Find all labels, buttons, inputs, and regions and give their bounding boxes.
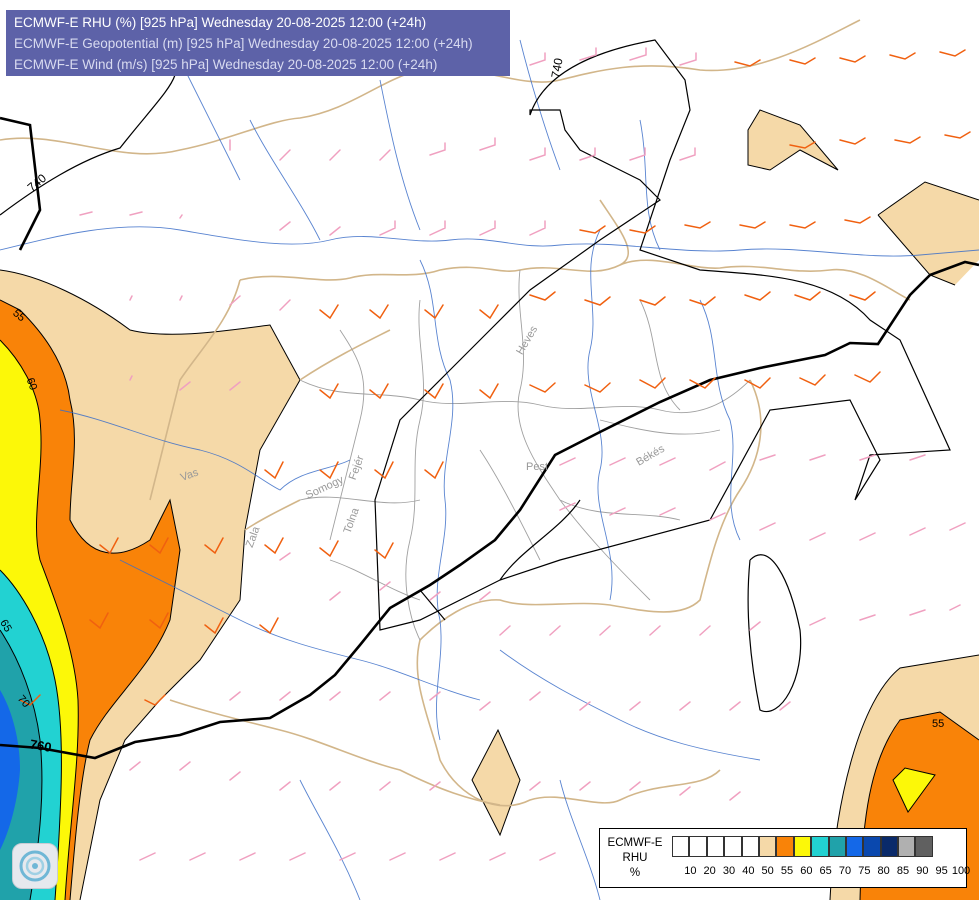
geopotential-title: ECMWF-E Geopotential (m) [925 hPa] Wedne…	[14, 36, 473, 51]
rh-legend: ECMWF-E RHU % 10 20 30 40 50 55 60 65 70 75 80 85 90…	[599, 828, 970, 888]
legend-swatch	[706, 836, 725, 857]
legend-tick-label: 50	[761, 865, 774, 877]
rh-65-area-se	[893, 768, 935, 812]
rh-label-65-left: 65	[0, 618, 14, 635]
legend-swatch	[672, 836, 690, 857]
legend-swatch	[741, 836, 759, 857]
legend-swatch	[776, 836, 794, 857]
rh-label-55-right: 55	[932, 718, 944, 730]
legend-swatch	[793, 836, 812, 857]
legend-tick-label: 30	[722, 865, 736, 877]
legend-color-scale	[672, 836, 933, 857]
geo-label-740-top: 740	[548, 57, 565, 79]
place-label-pest: Pest	[526, 461, 548, 473]
legend-swatch	[689, 836, 707, 857]
legend-swatch	[915, 836, 933, 857]
logo-graphic	[19, 850, 51, 882]
rh-fill-layer	[0, 110, 979, 900]
rh-label-60-left: 60	[24, 376, 39, 392]
rh-55-area-ne	[748, 110, 838, 170]
rhu-title: ECMWF-E RHU (%) [925 hPa] Wednesday 20-0…	[14, 15, 427, 30]
geo-label-760: 760	[29, 736, 53, 755]
legend-swatch	[828, 836, 846, 857]
legend-tick-label: 55	[780, 865, 794, 877]
rh-55-area-e	[878, 182, 979, 285]
rh-80-area-left	[0, 690, 20, 850]
legend-tick-label: 70	[838, 865, 852, 877]
geo-label-740-left: 740	[25, 171, 50, 195]
legend-swatch	[863, 836, 881, 857]
legend-swatch	[758, 836, 777, 857]
legend-swatch	[898, 836, 916, 857]
legend-tick-label: 60	[800, 865, 813, 877]
legend-title-source: ECMWF-E	[607, 837, 663, 849]
map-title-panel: ECMWF-E RHU (%) [925 hPa] Wednesday 20-0…	[6, 10, 510, 76]
place-label-heves: Heves	[514, 323, 540, 356]
place-label-fejer: Fejér	[347, 454, 367, 482]
legend-tick-labels: 10 20 30 40 50 55 60 65 70 75 80 85 90 95 100	[672, 865, 970, 879]
legend-tick-label: 65	[819, 865, 832, 877]
legend-tick-label: 20	[703, 865, 716, 877]
legend-tick-label: 85	[896, 865, 910, 877]
wind-barbs	[19, 47, 971, 861]
legend-title-unit: %	[629, 867, 641, 879]
legend-tick-label: 80	[877, 865, 890, 877]
legend-swatch	[724, 836, 742, 857]
legend-tick-label: 95	[935, 865, 948, 877]
legend-swatch	[811, 836, 829, 857]
wind-barbs-weak	[79, 47, 966, 861]
legend-swatch	[845, 836, 864, 857]
legend-tick-label: 10	[684, 865, 697, 877]
rh-75-area-left	[0, 630, 42, 900]
wind-title: ECMWF-E Wind (m/s) [925 hPa] Wednesday 2…	[14, 57, 438, 72]
admin-borders	[299, 269, 751, 641]
legend-swatch	[880, 836, 899, 857]
legend-title-variable: RHU	[622, 852, 648, 864]
place-label-tolna: Tolna	[342, 506, 363, 536]
place-label-vas: Vas	[179, 466, 201, 484]
organization-logo-icon	[12, 843, 58, 889]
legend-tick-label: 90	[916, 865, 929, 877]
legend-tick-label: 100	[951, 865, 971, 877]
legend-title: ECMWF-E RHU %	[602, 836, 668, 881]
wind-barbs-strong	[19, 49, 971, 706]
legend-tick-label: 40	[742, 865, 755, 877]
geopotential-contours	[0, 39, 979, 760]
legend-tick-label: 75	[858, 865, 871, 877]
rh-55-area-s	[472, 730, 520, 835]
